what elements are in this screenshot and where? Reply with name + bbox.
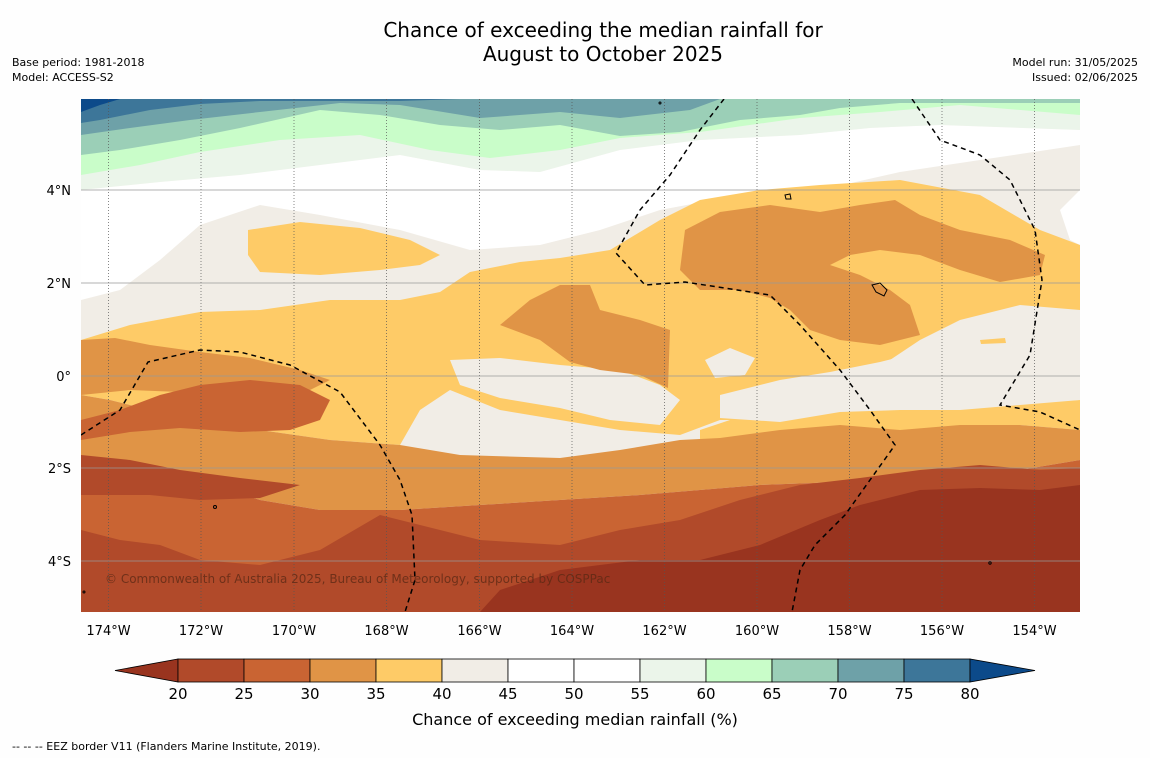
lon-label: 156°W (920, 624, 964, 639)
band-60-65 (81, 99, 1080, 175)
island-40-45-c (705, 348, 755, 378)
colorbar-segment (177, 658, 245, 683)
copyright-notice: © Commonwealth of Australia 2025, Bureau… (105, 572, 611, 586)
base-period: Base period: 1981-2018 (12, 56, 145, 69)
colorbar-segment (705, 658, 773, 683)
colorbar-segment (375, 658, 443, 683)
title-line-1: Chance of exceeding the median rainfall … (383, 18, 823, 42)
model-name: Model: ACCESS-S2 (12, 71, 114, 84)
colorbar-extend-high (969, 658, 1036, 683)
colorbar-segment (837, 658, 905, 683)
colorbar-tick: 30 (300, 685, 320, 703)
island-40-45-a (450, 358, 680, 425)
eez-legend: -- -- -- EEZ border V11 (Flanders Marine… (12, 740, 321, 753)
lon-label: 154°W (1012, 624, 1056, 639)
band-below-20 (480, 485, 1080, 612)
lon-label: 164°W (550, 624, 594, 639)
colorbar-tick: 50 (564, 685, 584, 703)
colorbar-segment (639, 658, 707, 683)
lat-label: 4°S (48, 555, 71, 570)
colorbar-segment (441, 658, 509, 683)
band-65-70 (81, 99, 1080, 155)
colorbar-tick: 40 (432, 685, 452, 703)
lon-label: 162°W (642, 624, 686, 639)
band-25-30-west (81, 380, 330, 440)
colorbar-tick: 65 (762, 685, 782, 703)
colorbar-tick: 20 (168, 685, 188, 703)
colorbar-tick: 55 (630, 685, 650, 703)
islands (82, 101, 992, 594)
lat-label: 4°N (47, 184, 72, 199)
colorbar-tick: 80 (960, 685, 980, 703)
title-line-2: August to October 2025 (482, 42, 724, 66)
colorbar-segment (507, 658, 575, 683)
lon-label: 158°W (827, 624, 871, 639)
meta-left: Base period: 1981-2018 Model: ACCESS-S2 (12, 55, 144, 85)
lon-label: 172°W (179, 624, 223, 639)
colorbar-segment (309, 658, 377, 683)
map-title: Chance of exceeding the median rainfall … (0, 18, 1150, 66)
colorbar-tick: 75 (894, 685, 914, 703)
lat-label: 0° (56, 370, 71, 385)
patch-30-35-central (500, 285, 670, 388)
colorbar-tick: 25 (234, 685, 254, 703)
lon-label: 160°W (735, 624, 779, 639)
patch-30-35-south (81, 395, 1080, 510)
lon-label: 170°W (272, 624, 316, 639)
latitude-lines (81, 189, 1080, 562)
lon-label: 174°W (86, 624, 130, 639)
patch-30-35-east (680, 200, 1045, 345)
colorbar-label: Chance of exceeding median rainfall (%) (412, 710, 738, 729)
patch-35-40-small (980, 338, 1006, 344)
colorbar-segment (243, 658, 311, 683)
band-70-75 (81, 99, 720, 135)
colorbar-tick: 60 (696, 685, 716, 703)
island-40-45-d (420, 282, 438, 292)
colorbar-segment (903, 658, 971, 683)
model-run: Model run: 31/05/2025 (1012, 56, 1138, 69)
lat-label: 2°S (48, 462, 71, 477)
meta-right: Model run: 31/05/2025 Issued: 02/06/2025 (1012, 55, 1138, 85)
colorbar-segment (771, 658, 839, 683)
band-80-plus (81, 99, 120, 112)
colorbar-tick: 45 (498, 685, 518, 703)
eez-borders (81, 99, 1080, 612)
band-75-80 (81, 99, 460, 123)
lat-labels: 4°N 2°N 0° 2°S 4°S (47, 184, 72, 570)
lat-label: 2°N (47, 277, 72, 292)
issued-date: Issued: 02/06/2025 (1031, 71, 1138, 84)
colorbar (114, 658, 1036, 683)
colorbar-extend-low (114, 658, 179, 683)
lon-labels: 174°W 172°W 170°W 168°W 166°W 164°W 162°… (86, 624, 1056, 639)
lon-label: 168°W (364, 624, 408, 639)
band-45-55-east (1060, 190, 1080, 245)
colorbar-tick: 70 (828, 685, 848, 703)
map-field (81, 99, 1080, 612)
colorbar-tick: 35 (366, 685, 386, 703)
band-35-40-west (248, 222, 440, 275)
lon-label: 166°W (457, 624, 501, 639)
colorbar-segment (573, 658, 641, 683)
band-45-55 (81, 125, 1080, 300)
band-20-25-west (81, 455, 300, 500)
